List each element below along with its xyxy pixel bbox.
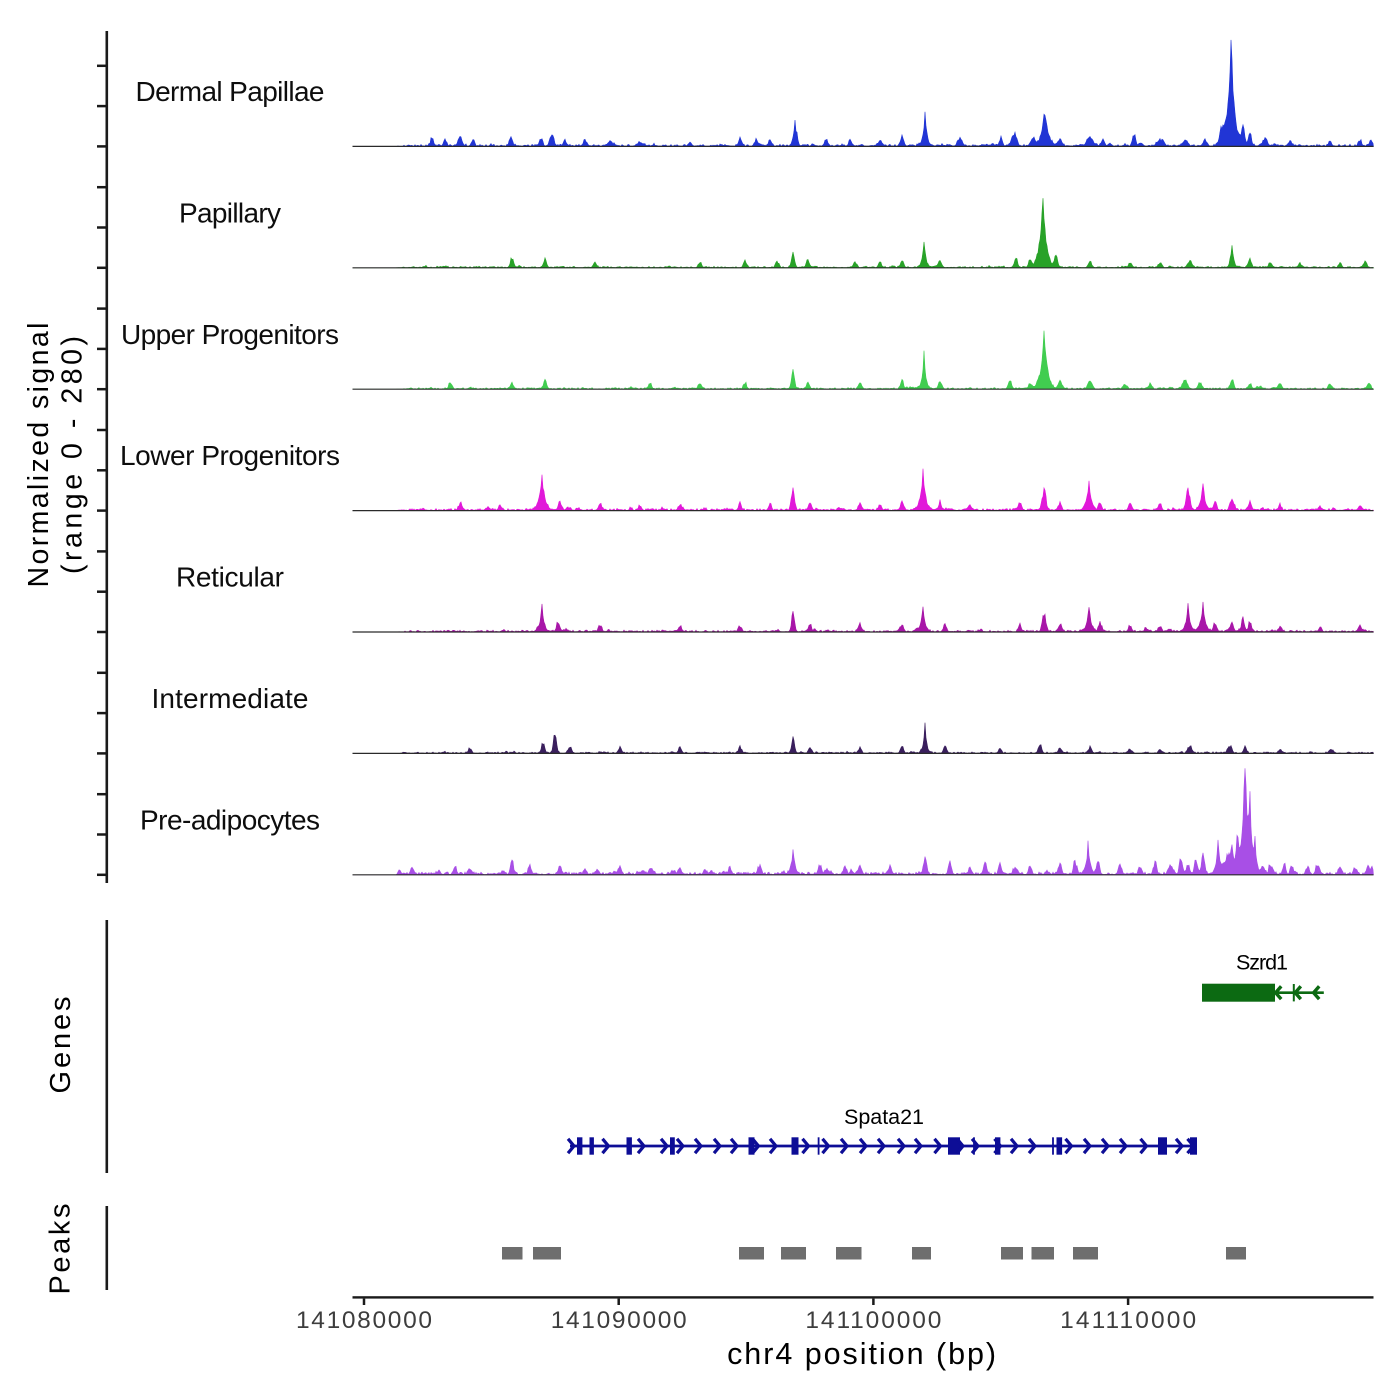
svg-text:141090000: 141090000 — [551, 1307, 687, 1334]
svg-text:Szrd1: Szrd1 — [1236, 951, 1288, 975]
svg-text:Papillary: Papillary — [179, 197, 281, 228]
svg-text:Peaks: Peaks — [44, 1204, 76, 1295]
svg-text:Spata21: Spata21 — [844, 1105, 924, 1129]
svg-text:Pre-adipocytes: Pre-adipocytes — [140, 804, 320, 835]
svg-text:chr4 position (bp): chr4 position (bp) — [727, 1337, 996, 1371]
svg-text:141110000: 141110000 — [1060, 1307, 1196, 1334]
svg-text:Reticular: Reticular — [176, 562, 284, 593]
svg-text:(range 0 - 280): (range 0 - 280) — [57, 336, 89, 574]
svg-text:Upper Progenitors: Upper Progenitors — [121, 319, 339, 350]
svg-text:Dermal Papillae: Dermal Papillae — [136, 76, 325, 107]
svg-text:Lower Progenitors: Lower Progenitors — [120, 440, 340, 471]
svg-text:Genes: Genes — [45, 997, 77, 1094]
svg-text:141080000: 141080000 — [296, 1307, 432, 1334]
svg-text:141100000: 141100000 — [805, 1307, 941, 1334]
svg-text:Intermediate: Intermediate — [152, 683, 309, 714]
